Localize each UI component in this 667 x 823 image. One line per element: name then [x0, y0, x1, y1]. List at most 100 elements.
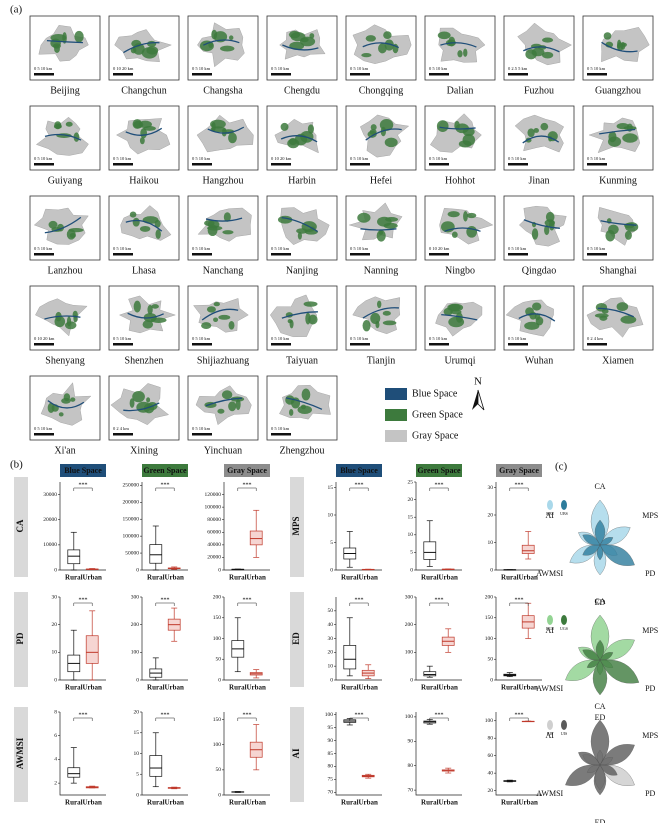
- map-green: [451, 231, 458, 238]
- scale-label: 0 5 10 km: [34, 66, 53, 71]
- y-tick-label: 40000: [207, 542, 221, 548]
- box: [85, 635, 99, 664]
- scale-label: 0 5 10 km: [350, 66, 369, 71]
- sig-bracket: [237, 487, 257, 491]
- map-green: [548, 219, 555, 231]
- map-blue: [282, 44, 319, 51]
- axis-label: MPS: [642, 731, 658, 740]
- map-green: [437, 31, 451, 40]
- scale-label: 0 5 10 km: [429, 336, 448, 341]
- axis-label: AWMSI: [536, 684, 563, 693]
- map-green: [289, 319, 294, 329]
- y-tick-label: 20000: [43, 517, 57, 523]
- map-green: [370, 312, 381, 324]
- axis: [141, 712, 188, 796]
- map-green: [228, 35, 234, 41]
- scale-bar: [429, 343, 449, 346]
- sig-label: ***: [161, 712, 170, 718]
- map-green: [541, 51, 554, 59]
- y-tick-label: 10: [52, 650, 58, 656]
- map-green: [53, 124, 62, 129]
- map-green: [213, 302, 220, 307]
- map-green: [297, 231, 302, 240]
- row-label-box: [290, 477, 304, 577]
- map-green: [132, 391, 145, 403]
- map-green: [222, 230, 234, 235]
- legend-label: UIS: [561, 731, 567, 736]
- box: [67, 549, 81, 565]
- north-arrow: [472, 390, 478, 410]
- scale-label: 0 5 10 km: [192, 246, 211, 251]
- y-tick-label: 80: [328, 764, 334, 770]
- map-green: [362, 319, 371, 332]
- scale-bar: [271, 343, 291, 346]
- axis: [59, 482, 106, 571]
- map-blue: [203, 39, 240, 46]
- north-arrow: [477, 389, 485, 411]
- y-tick-label: 100: [405, 714, 414, 720]
- map-green: [142, 216, 159, 224]
- legend-petal: [561, 720, 567, 730]
- row-label-box: [14, 707, 28, 802]
- map-green: [594, 313, 609, 318]
- axis: [141, 597, 188, 681]
- map-green: [147, 304, 153, 315]
- map-blue: [205, 217, 243, 222]
- group-label: Rural: [65, 574, 83, 582]
- map-blue: [123, 41, 160, 54]
- sig-bracket: [73, 487, 93, 491]
- sig-label: ***: [79, 712, 88, 718]
- scale-bar: [113, 253, 133, 256]
- map-green: [132, 217, 140, 227]
- scale-bar: [271, 73, 291, 76]
- y-tick-label: 0: [410, 677, 413, 683]
- y-tick-label: 0: [218, 792, 221, 798]
- map-green: [280, 122, 289, 131]
- petal: [599, 659, 640, 684]
- map-blue: [365, 128, 402, 141]
- group-label: Urban: [358, 574, 378, 582]
- legend-label: UGS: [560, 626, 568, 631]
- sig-bracket: [349, 487, 369, 491]
- row-label-box: [14, 592, 28, 687]
- y-tick-label: 30: [52, 594, 58, 600]
- city-name: Yinchuan: [204, 445, 242, 456]
- y-tick-label: 20: [328, 650, 334, 656]
- map-green: [450, 309, 462, 315]
- space-header: [142, 464, 188, 477]
- y-tick-label: 20000: [207, 555, 221, 561]
- scale-bar: [350, 253, 370, 256]
- map-green: [206, 306, 216, 313]
- map-green: [296, 228, 308, 234]
- sig-bracket: [155, 717, 175, 721]
- y-tick-label: 5: [410, 550, 413, 556]
- scale-bar: [34, 73, 54, 76]
- group-label: Rural: [229, 574, 247, 582]
- sig-bracket: [237, 602, 257, 606]
- sig-bracket: [429, 717, 449, 721]
- scale-label: 0 5 10 km: [192, 66, 211, 71]
- city-name: Harbin: [288, 175, 316, 186]
- scale-label: 0 5 10 km: [587, 66, 606, 71]
- map-green: [217, 408, 225, 414]
- panel-label: (b): [10, 459, 23, 471]
- space-header: [496, 464, 542, 477]
- map-green: [139, 137, 145, 145]
- y-tick-label: 60000: [207, 530, 221, 536]
- map-green: [378, 43, 387, 54]
- space-title: Gray Space: [499, 466, 539, 475]
- y-tick-label: 0: [54, 567, 57, 573]
- row-label: AWMSI: [15, 737, 25, 769]
- map-green: [146, 397, 151, 403]
- map-green: [139, 225, 151, 232]
- y-tick-label: 10: [488, 540, 494, 546]
- city-name: Kunming: [599, 175, 637, 186]
- scale-label: 0 5 10 km: [508, 246, 527, 251]
- scale-bar: [34, 433, 54, 436]
- sig-label: ***: [515, 597, 524, 603]
- map-green: [625, 222, 639, 232]
- city-name: Chengdu: [284, 85, 320, 96]
- scale-bar: [192, 163, 212, 166]
- map-blue: [362, 42, 400, 49]
- y-tick-label: 80: [488, 735, 494, 741]
